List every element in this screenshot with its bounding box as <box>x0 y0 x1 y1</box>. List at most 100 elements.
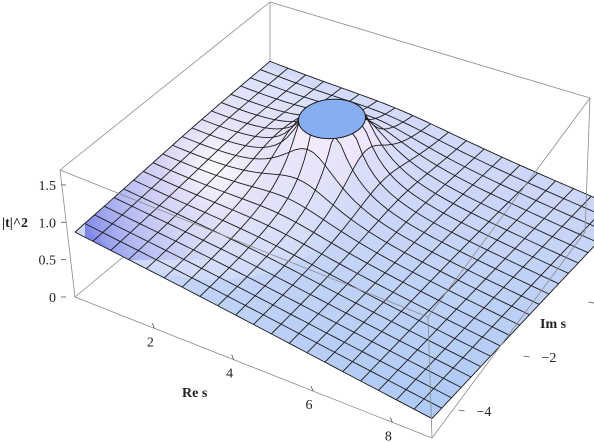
surface-patch <box>352 351 381 371</box>
surface-patch <box>427 165 455 185</box>
surface-patch <box>373 125 402 145</box>
surface-patch <box>493 287 522 307</box>
surface-patch <box>290 304 319 324</box>
surface-patch <box>472 337 501 357</box>
surface-patch <box>307 342 335 363</box>
surface-patch <box>390 166 418 191</box>
surface-patch <box>351 206 379 232</box>
surface-patch <box>532 246 561 266</box>
surface-patch <box>445 338 473 358</box>
mesh-line-im <box>221 100 579 264</box>
surface-patch <box>464 318 493 338</box>
surface-patch <box>492 157 520 175</box>
surface-patch <box>562 216 590 235</box>
surface-patch <box>526 200 554 219</box>
surface-patch <box>581 196 594 212</box>
surface-patch <box>264 275 293 296</box>
mesh-line-im <box>172 144 530 316</box>
surface-patch <box>432 242 460 262</box>
surface-patch <box>523 256 551 276</box>
surface-patch <box>446 149 475 167</box>
pole-cap <box>297 98 367 140</box>
surface-patch <box>419 147 447 166</box>
surface-patch <box>320 274 348 294</box>
surface-patch <box>365 282 394 303</box>
surface-patch <box>419 310 447 330</box>
box-edge <box>59 1 271 171</box>
mesh-line-im <box>113 197 472 378</box>
surface-patch <box>383 126 412 142</box>
surface-patch <box>490 184 519 203</box>
surface-patch <box>453 194 481 213</box>
mesh-line-im <box>152 162 511 336</box>
surface-patch <box>342 361 371 381</box>
mesh-line-im <box>230 93 589 254</box>
surface-patch <box>363 312 392 332</box>
surface-patch <box>415 202 444 223</box>
x-tick-mark <box>389 417 393 423</box>
y-tick-mark <box>588 301 594 304</box>
y-axis-label: Im s <box>540 317 567 332</box>
surface-patch <box>446 309 475 329</box>
surface-patch <box>393 282 421 302</box>
surface-patch <box>425 193 454 214</box>
surface-patch <box>492 316 520 336</box>
surface-patch <box>458 270 486 289</box>
surface-patch <box>321 242 350 264</box>
surface-patch <box>420 123 449 141</box>
mesh-line-im <box>182 136 540 305</box>
surface-patch <box>282 285 311 305</box>
mesh-line-im <box>250 77 594 227</box>
surface-patch <box>389 340 418 360</box>
surface-patch <box>388 199 416 223</box>
surface-patch <box>485 268 514 288</box>
surface-patch <box>339 253 368 274</box>
surface-patch <box>404 242 433 263</box>
mesh-line-im <box>94 214 452 399</box>
mesh-line-im <box>123 188 481 368</box>
surface-patch <box>362 341 390 361</box>
surface-patch <box>298 323 327 343</box>
surface-patch <box>469 231 498 251</box>
surface-patch <box>503 277 532 296</box>
surface-patch <box>394 252 423 273</box>
surface-patch <box>347 273 376 294</box>
surface-patch <box>331 87 360 102</box>
surface-patch <box>312 254 340 275</box>
z-tick-label: 1.5 <box>39 179 57 194</box>
surface-patch <box>409 320 437 340</box>
surface-patch <box>376 242 405 263</box>
surface-patch <box>417 173 446 194</box>
surface-patch <box>349 94 378 108</box>
surface-patch <box>328 293 356 314</box>
surface-patch <box>380 350 408 371</box>
surface-patch <box>467 260 496 279</box>
surface-patch <box>482 326 510 346</box>
surface-patch <box>560 244 588 264</box>
mesh-line-im <box>104 205 462 388</box>
surface-patch <box>435 348 463 368</box>
surface-patch <box>367 100 395 115</box>
y-tick-label: −4 <box>477 405 492 420</box>
surface-patch <box>360 194 389 221</box>
surface-patch <box>436 319 465 339</box>
surface-patch <box>370 360 398 381</box>
surface-patch <box>536 190 564 209</box>
surface-patch <box>355 293 384 313</box>
surface-patch <box>367 252 395 273</box>
surface-patch <box>456 299 485 319</box>
z-tick-label: 0 <box>49 291 56 306</box>
surface-patch <box>521 285 549 305</box>
surface-patch <box>542 236 571 255</box>
surface-patch <box>316 332 345 353</box>
surface-patch <box>357 107 386 119</box>
mesh-line-im <box>84 223 442 409</box>
surface-patch <box>440 261 468 281</box>
surface-patch <box>411 130 439 148</box>
pole-glow <box>75 61 365 280</box>
y-tick-label: −2 <box>542 351 557 366</box>
surface-patch <box>435 184 464 204</box>
surface-patch <box>336 313 364 333</box>
surface-patch <box>464 157 493 176</box>
surface-patch <box>463 184 491 204</box>
